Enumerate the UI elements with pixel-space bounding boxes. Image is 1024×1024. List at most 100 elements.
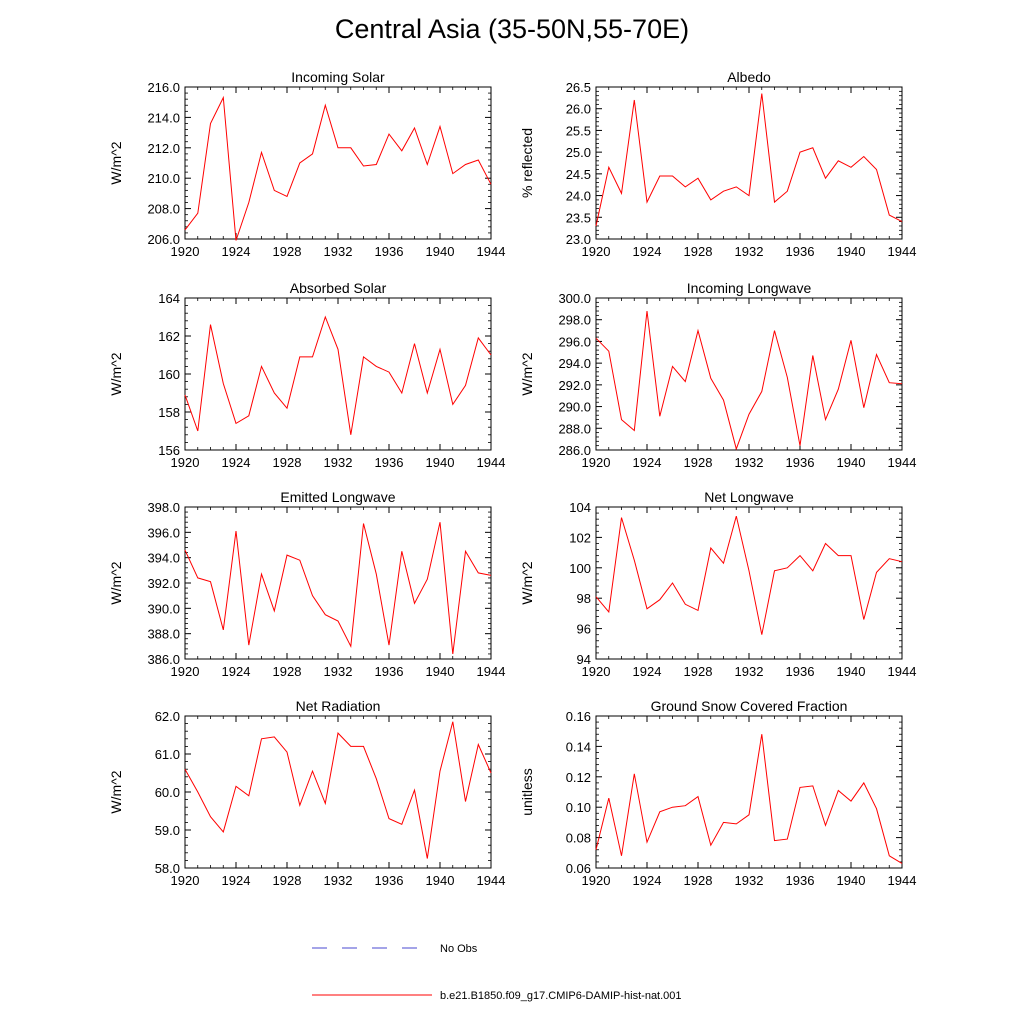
y-tick-label: 386.0 bbox=[147, 652, 180, 667]
y-tick-label: 23.0 bbox=[566, 232, 591, 247]
x-tick-label: 1936 bbox=[375, 244, 404, 259]
y-tick-label: 208.0 bbox=[147, 202, 180, 217]
y-tick-label: 216.0 bbox=[147, 80, 180, 95]
y-tick-label: 96 bbox=[577, 622, 591, 637]
series-line-albedo bbox=[595, 93, 903, 227]
y-axis-label: W/m^2 bbox=[108, 770, 124, 813]
panel-albedo: Albedo % reflected 1920 1924 1928 1932 1936 194… bbox=[519, 69, 916, 259]
y-tick-label: 156 bbox=[158, 443, 180, 458]
x-tick-label: 1924 bbox=[222, 455, 251, 470]
y-tick-label: 58.0 bbox=[155, 861, 180, 876]
x-tick-label: 1924 bbox=[222, 244, 251, 259]
y-tick-label: 214.0 bbox=[147, 110, 180, 125]
y-tick-label: 23.5 bbox=[566, 210, 591, 225]
y-axis-label: W/m^2 bbox=[108, 352, 124, 395]
y-tick-label: 388.0 bbox=[147, 627, 180, 642]
legend-no-obs-line bbox=[312, 947, 432, 949]
x-tick-label: 1932 bbox=[735, 455, 764, 470]
y-tick-label: 296.0 bbox=[558, 334, 591, 349]
x-tick-label: 1932 bbox=[324, 455, 353, 470]
y-tick-label: 25.0 bbox=[566, 145, 591, 160]
y-tick-label: 0.06 bbox=[566, 861, 591, 876]
y-axis-label: W/m^2 bbox=[108, 561, 124, 604]
x-tick-label: 1940 bbox=[837, 244, 866, 259]
legend-model-label: b.e21.B1850.f09_g17.CMIP6-DAMIP-hist-nat… bbox=[440, 990, 682, 1002]
x-tick-label: 1920 bbox=[171, 455, 200, 470]
y-tick-label: 0.16 bbox=[566, 709, 591, 724]
figure-title: Central Asia (35-50N,55-70E) bbox=[334, 14, 690, 44]
plot-frame bbox=[595, 297, 903, 451]
x-tick-label: 1940 bbox=[837, 455, 866, 470]
x-tick-label: 1936 bbox=[786, 244, 815, 259]
x-tick-label: 1920 bbox=[171, 244, 200, 259]
y-tick-label: 26.5 bbox=[566, 80, 591, 95]
series-line-absorbed-solar bbox=[184, 315, 492, 435]
x-tick-label: 1936 bbox=[786, 455, 815, 470]
series-line-incoming-solar bbox=[184, 95, 492, 241]
x-tick-label: 1928 bbox=[684, 664, 713, 679]
x-tick-label: 1928 bbox=[273, 873, 302, 888]
x-tick-label: 1940 bbox=[426, 455, 455, 470]
panel-title: Ground Snow Covered Fraction bbox=[651, 698, 848, 714]
y-tick-label: 298.0 bbox=[558, 313, 591, 328]
x-tick-label: 1940 bbox=[837, 664, 866, 679]
legend-no-obs-label: No Obs bbox=[440, 943, 478, 955]
x-tick-label: 1944 bbox=[477, 455, 506, 470]
y-tick-label: 394.0 bbox=[147, 551, 180, 566]
y-tick-label: 294.0 bbox=[558, 356, 591, 371]
x-tick-label: 1928 bbox=[684, 873, 713, 888]
x-tick-label: 1924 bbox=[222, 873, 251, 888]
y-tick-label: 100 bbox=[569, 561, 591, 576]
y-axis-label: W/m^2 bbox=[519, 561, 535, 604]
x-tick-label: 1940 bbox=[426, 664, 455, 679]
x-tick-label: 1944 bbox=[888, 244, 917, 259]
y-tick-label: 61.0 bbox=[155, 747, 180, 762]
y-tick-label: 104 bbox=[569, 500, 591, 515]
x-tick-label: 1936 bbox=[375, 664, 404, 679]
x-tick-label: 1936 bbox=[375, 873, 404, 888]
series-line-net-longwave bbox=[595, 515, 903, 635]
panel-title: Incoming Longwave bbox=[687, 280, 812, 296]
series-line-emitted-longwave bbox=[184, 522, 492, 654]
x-tick-label: 1924 bbox=[633, 873, 662, 888]
y-tick-label: 0.14 bbox=[566, 739, 591, 754]
x-tick-label: 1928 bbox=[684, 455, 713, 470]
x-tick-label: 1924 bbox=[633, 455, 662, 470]
y-tick-label: 59.0 bbox=[155, 823, 180, 838]
y-tick-label: 392.0 bbox=[147, 576, 180, 591]
y-axis-label: unitless bbox=[519, 768, 535, 815]
x-tick-label: 1944 bbox=[888, 873, 917, 888]
x-tick-label: 1932 bbox=[324, 664, 353, 679]
x-tick-label: 1932 bbox=[735, 873, 764, 888]
panel-absorbed-solar: Absorbed Solar W/m^2 1920 1924 1928 1932 1936 1… bbox=[108, 280, 505, 470]
plot-frame bbox=[184, 297, 492, 451]
y-axis-label: W/m^2 bbox=[519, 352, 535, 395]
panel-incoming-longwave: Incoming Longwave W/m^2 1920 1924 1928 1932 19… bbox=[519, 280, 916, 470]
y-tick-label: 25.5 bbox=[566, 123, 591, 138]
x-tick-label: 1940 bbox=[426, 873, 455, 888]
panel-incoming-solar: Incoming Solar W/m^2 1920 1924 1928 1932 1936 1… bbox=[108, 69, 505, 259]
x-tick-label: 1936 bbox=[786, 664, 815, 679]
y-tick-label: 0.10 bbox=[566, 800, 591, 815]
y-tick-label: 24.0 bbox=[566, 189, 591, 204]
x-tick-label: 1936 bbox=[786, 873, 815, 888]
panel-ground-snow-covered-fraction: Ground Snow Covered Fraction unitless 1920… bbox=[519, 698, 916, 888]
y-tick-label: 396.0 bbox=[147, 525, 180, 540]
y-tick-label: 398.0 bbox=[147, 500, 180, 515]
panel-title: Net Radiation bbox=[296, 698, 381, 714]
x-tick-label: 1928 bbox=[273, 664, 302, 679]
y-tick-label: 286.0 bbox=[558, 443, 591, 458]
x-tick-label: 1936 bbox=[375, 455, 404, 470]
x-tick-label: 1944 bbox=[888, 455, 917, 470]
panel-net-radiation: Net Radiation W/m^2 1920 1924 1928 1932 1936 19… bbox=[108, 698, 505, 888]
x-tick-label: 1924 bbox=[633, 244, 662, 259]
y-tick-label: 290.0 bbox=[558, 400, 591, 415]
y-tick-label: 26.0 bbox=[566, 102, 591, 117]
y-tick-label: 390.0 bbox=[147, 601, 180, 616]
plot-frame bbox=[595, 715, 903, 869]
x-tick-label: 1932 bbox=[324, 873, 353, 888]
panel-emitted-longwave: Emitted Longwave W/m^2 1920 1924 1928 1932 193… bbox=[108, 489, 505, 679]
y-tick-label: 210.0 bbox=[147, 171, 180, 186]
plot-frame bbox=[184, 506, 492, 660]
